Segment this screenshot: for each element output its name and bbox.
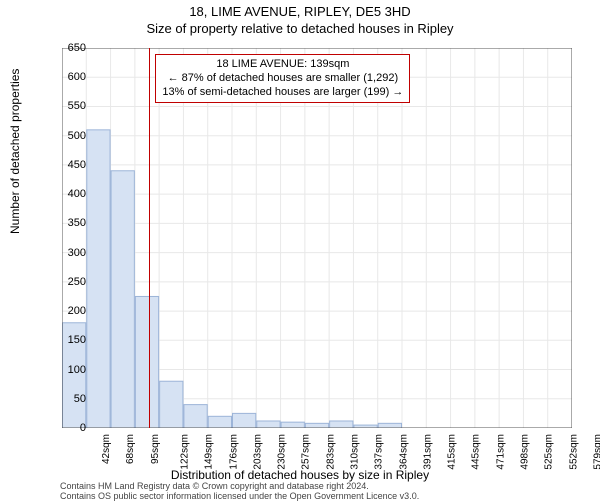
y-axis-label: Number of detached properties xyxy=(8,69,22,234)
y-tick-label: 400 xyxy=(68,188,86,200)
y-tick-label: 450 xyxy=(68,159,86,171)
annotation-line2: ← 87% of detached houses are smaller (1,… xyxy=(162,72,403,86)
x-tick-label: 176sqm xyxy=(228,434,239,470)
x-tick-label: 498sqm xyxy=(520,434,531,470)
y-tick-label: 500 xyxy=(68,130,86,142)
x-tick-label: 364sqm xyxy=(398,434,409,470)
x-tick-label: 203sqm xyxy=(252,434,263,470)
x-tick-label: 149sqm xyxy=(204,434,215,470)
y-tick-label: 550 xyxy=(68,100,86,112)
x-tick-label: 525sqm xyxy=(544,434,555,470)
x-tick-label: 552sqm xyxy=(568,434,579,470)
x-tick-label: 95sqm xyxy=(150,434,161,464)
y-tick-label: 100 xyxy=(68,364,86,376)
y-tick-label: 150 xyxy=(68,334,86,346)
x-tick-label: 391sqm xyxy=(422,434,433,470)
chart-area: 18 LIME AVENUE: 139sqm ← 87% of detached… xyxy=(62,48,572,428)
annotation-box: 18 LIME AVENUE: 139sqm ← 87% of detached… xyxy=(155,54,410,103)
x-tick-label: 310sqm xyxy=(350,434,361,470)
annotation-line3: 13% of semi-detached houses are larger (… xyxy=(162,86,403,100)
marker-line xyxy=(149,48,150,428)
footnote-line2: Contains OS public sector information li… xyxy=(60,492,419,502)
y-tick-label: 350 xyxy=(68,217,86,229)
y-tick-label: 0 xyxy=(80,422,86,434)
y-tick-label: 300 xyxy=(68,247,86,259)
y-tick-label: 600 xyxy=(68,71,86,83)
x-tick-label: 283sqm xyxy=(325,434,336,470)
chart-subtitle: Size of property relative to detached ho… xyxy=(0,21,600,36)
chart-title: 18, LIME AVENUE, RIPLEY, DE5 3HD xyxy=(0,4,600,19)
annotation-line1: 18 LIME AVENUE: 139sqm xyxy=(162,58,403,72)
y-tick-label: 250 xyxy=(68,276,86,288)
x-tick-label: 579sqm xyxy=(592,434,600,470)
x-tick-label: 471sqm xyxy=(495,434,506,470)
x-axis-label: Distribution of detached houses by size … xyxy=(0,468,600,482)
x-tick-label: 257sqm xyxy=(301,434,312,470)
x-tick-label: 337sqm xyxy=(374,434,385,470)
x-tick-label: 230sqm xyxy=(277,434,288,470)
x-tick-label: 42sqm xyxy=(101,434,112,464)
y-tick-label: 200 xyxy=(68,305,86,317)
x-tick-label: 415sqm xyxy=(447,434,458,470)
y-tick-label: 50 xyxy=(74,393,86,405)
y-tick-label: 650 xyxy=(68,42,86,54)
x-tick-label: 122sqm xyxy=(180,434,191,470)
x-tick-label: 68sqm xyxy=(125,434,136,464)
x-tick-label: 445sqm xyxy=(471,434,482,470)
histogram-plot xyxy=(62,48,572,428)
footnote: Contains HM Land Registry data © Crown c… xyxy=(60,482,419,502)
